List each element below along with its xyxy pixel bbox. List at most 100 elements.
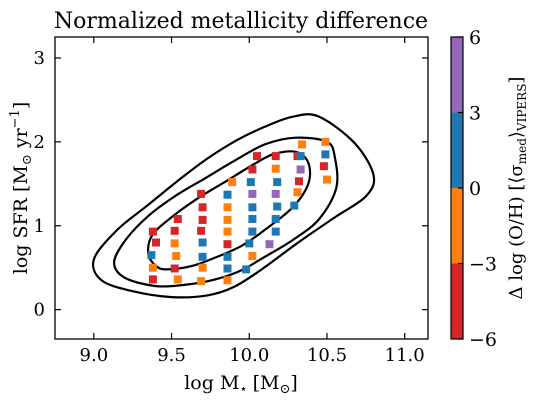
y-axis-label: log SFR [M⊙ yr−1] (8, 102, 35, 275)
data-point (223, 190, 232, 199)
data-point (296, 152, 305, 161)
data-point (198, 252, 207, 261)
colorbar-tick-label: −3 (469, 254, 497, 276)
data-point (173, 215, 182, 223)
data-point (198, 238, 207, 247)
data-point (223, 276, 232, 285)
data-point (321, 150, 330, 159)
x-tick-label: 9.0 (80, 345, 109, 366)
y-axis-label-unit: yr (10, 127, 32, 154)
y-axis-label-main: log SFR [M (10, 165, 32, 274)
data-point (271, 189, 280, 198)
data-point (148, 227, 157, 236)
data-point (273, 178, 282, 187)
colorbar-label: Δ log (O/H) [⟨σmed⟩VIPERS] (506, 77, 529, 300)
x-axis-label-unit: [M (253, 372, 280, 394)
contour-middle (113, 136, 339, 288)
y-tick-label: 0 (34, 300, 45, 321)
data-point (271, 164, 280, 173)
data-point (248, 203, 257, 212)
plot-frame (54, 36, 429, 340)
y-axis-label-close: ] (10, 102, 32, 109)
data-point (152, 238, 160, 247)
data-point (198, 215, 207, 224)
colorbar-tick-label: 3 (469, 103, 481, 125)
data-point (223, 252, 232, 261)
data-point (265, 240, 274, 249)
colorbar-segment (451, 112, 463, 188)
y-axis-label-sup: −1 (8, 109, 23, 128)
colorbar-label-sub: med (515, 138, 529, 164)
contour-inner (146, 150, 312, 271)
contour-outer (91, 113, 376, 299)
colorbar-tick-label: 0 (469, 178, 481, 200)
data-point (248, 227, 257, 236)
x-axis-label: log M⋆ [M⊙] (184, 372, 298, 397)
data-point (248, 215, 257, 223)
colorbar-label-close: ⟩ (506, 131, 527, 138)
colorbar-segment (451, 37, 463, 113)
data-point (172, 252, 181, 260)
y-tick-label: 1 (34, 216, 45, 237)
data-point (242, 265, 251, 274)
colorbar-ticks: −6 −3 0 3 6 (458, 27, 497, 351)
x-axis-label-unit-sub: ⊙ (279, 382, 290, 397)
x-tick-label: 10.5 (307, 345, 347, 366)
data-point (319, 162, 328, 171)
y-axis-ticks: 0 1 2 3 (34, 48, 428, 321)
x-axis-label-sub: ⋆ (239, 382, 247, 397)
data-point (223, 264, 232, 273)
data-point (253, 152, 261, 161)
x-axis-label-close: ] (290, 372, 297, 394)
data-point (293, 188, 302, 197)
data-point (197, 189, 206, 198)
data-point (170, 239, 179, 248)
colorbar-tick-label: 6 (469, 27, 481, 49)
colorbar-label-end: ] (506, 77, 527, 84)
x-tick-label: 10.0 (229, 345, 269, 366)
x-tick-label: 9.5 (157, 345, 186, 366)
data-point (290, 201, 299, 210)
data-point (148, 275, 157, 284)
data-point (271, 215, 280, 223)
data-point (198, 263, 207, 272)
data-point (197, 277, 206, 286)
data-point (248, 252, 257, 260)
data-point (271, 227, 280, 236)
density-contours (91, 113, 376, 299)
x-tick-label: 11.0 (385, 345, 425, 366)
colorbar-segment (451, 188, 463, 264)
data-point (228, 178, 237, 187)
data-point (170, 264, 179, 273)
data-point (248, 189, 257, 198)
colorbar-tick-label: −6 (469, 329, 497, 351)
chart-title: Normalized metallicity difference (54, 9, 428, 34)
y-tick-label: 2 (34, 132, 45, 153)
data-point (296, 165, 305, 174)
data-point (295, 177, 303, 186)
data-point (248, 165, 257, 174)
colorbar-segment (451, 263, 463, 339)
y-axis-label-sub: ⊙ (20, 154, 35, 165)
y-tick-label: 3 (34, 48, 45, 69)
x-axis-label-main: log M (184, 372, 239, 394)
scatter-points (147, 137, 331, 286)
colorbar-label-sub2: VIPERS (515, 84, 529, 133)
data-point (245, 239, 254, 248)
data-point (223, 227, 232, 236)
data-point (223, 215, 232, 224)
data-point (321, 137, 330, 146)
data-point (323, 175, 331, 184)
data-point (147, 251, 156, 260)
data-point (223, 240, 232, 249)
data-point (148, 263, 157, 272)
colorbar-label-main: Δ log (O/H) [⟨σ (506, 164, 527, 299)
data-point (273, 202, 282, 211)
data-point (170, 226, 179, 235)
data-point (198, 203, 207, 212)
data-point (173, 275, 182, 284)
x-axis-ticks: 9.0 9.5 10.0 10.5 11.0 (80, 37, 425, 366)
colorbar (451, 37, 463, 339)
data-point (271, 152, 280, 161)
